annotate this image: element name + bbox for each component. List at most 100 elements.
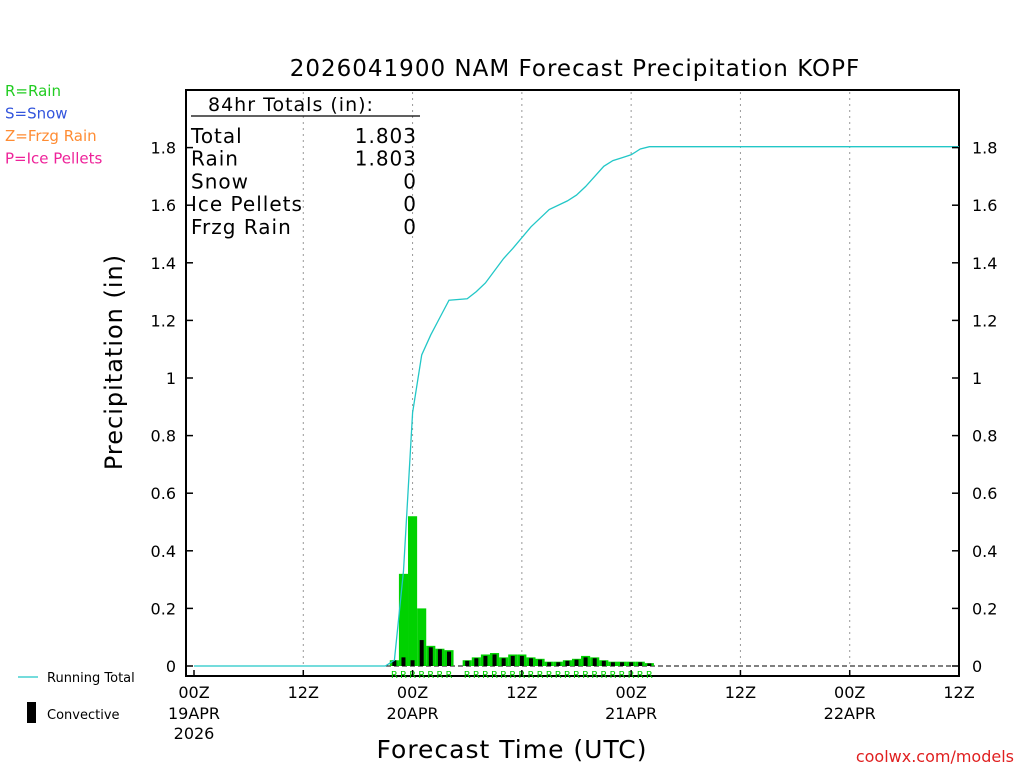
ptype-legend-item: S=Snow	[5, 105, 68, 123]
convective-bar	[556, 662, 561, 666]
y-axis-label: Precipitation (in)	[100, 254, 128, 470]
y-tick-label-right: 1.2	[972, 311, 997, 330]
ptype-mark: R	[446, 670, 453, 681]
y-tick-label-right: 0.4	[972, 542, 997, 561]
ptype-mark: R	[609, 670, 616, 681]
convective-swatch	[27, 702, 36, 723]
convective-bar	[547, 662, 552, 666]
totals-box: 84hr Totals (in): Total 1.803 Rain 1.803 Sno…	[190, 94, 420, 239]
convective-bar	[492, 654, 497, 666]
y-tick-label-right: 1.4	[972, 254, 997, 273]
ptype-mark: R	[464, 670, 471, 681]
convective-bar	[428, 647, 433, 666]
ptype-mark: R	[564, 670, 571, 681]
totals-row-label: Total	[190, 124, 243, 148]
ptype-mark: R	[591, 670, 598, 681]
convective-bar	[483, 655, 488, 666]
ptype-mark: R	[537, 670, 544, 681]
convective-bar	[465, 660, 470, 666]
totals-row-value: 0	[403, 215, 417, 239]
x-tick-date: 19APR	[168, 704, 220, 723]
y-tick-label-right: 0.6	[972, 484, 997, 503]
x-tick-label: 00Z	[397, 683, 428, 702]
totals-row-label: Ice Pellets	[191, 192, 303, 216]
totals-title: 84hr Totals (in):	[208, 94, 374, 116]
running-total-line	[194, 146, 959, 667]
convective-bar	[647, 663, 652, 666]
convective-bar	[610, 662, 615, 666]
ptype-mark: R	[436, 670, 443, 681]
convective-bar	[565, 660, 570, 666]
x-tick-label: 00Z	[178, 683, 209, 702]
y-tick-label-right: 1.6	[972, 196, 997, 215]
convective-bar	[392, 660, 397, 666]
y-tick-label-left: 0.8	[151, 427, 176, 446]
ptype-mark: R	[500, 670, 507, 681]
y-tick-label-left: 1	[166, 369, 176, 388]
x-axis-label: Forecast Time (UTC)	[377, 735, 648, 764]
ptype-mark: R	[573, 670, 580, 681]
convective-bar	[446, 651, 452, 666]
convective-bar	[574, 659, 579, 666]
y-tick-label-left: 0.2	[151, 599, 176, 618]
x-tick-label: 00Z	[834, 683, 865, 702]
convective-bar	[528, 658, 533, 666]
ptype-mark: R	[418, 670, 425, 681]
x-tick-label: 12Z	[288, 683, 319, 702]
convective-bar	[419, 640, 424, 666]
convective-bar	[601, 660, 606, 666]
running-total-legend-label: Running Total	[47, 671, 135, 686]
y-axis-ticks: 0 00.2 0.20.4 0.40.6 0.60.8 0.81 11.2 1.21.4 1.4…	[151, 139, 998, 676]
y-tick-label-right: 1	[972, 369, 982, 388]
convective-bar	[474, 658, 479, 666]
convective-bar	[538, 659, 543, 666]
totals-row-value: 0	[403, 169, 417, 193]
totals-row-label: Snow	[191, 169, 249, 193]
convective-legend-label: Convective	[47, 708, 120, 723]
ptype-mark: R	[473, 670, 480, 681]
convective-bar	[501, 658, 506, 666]
ptype-mark: R	[400, 670, 407, 681]
ptype-legend: R=Rain S=Snow Z=Frzg Rain P=Ice Pellets	[5, 82, 102, 168]
y-tick-label-left: 1.4	[151, 254, 176, 273]
ptype-mark: R	[527, 670, 534, 681]
x-tick-date: 22APR	[824, 704, 876, 723]
y-tick-label-left: 1.2	[151, 311, 176, 330]
totals-row-label: Rain	[191, 147, 239, 171]
credit-text: coolwx.com/models	[856, 747, 1014, 766]
precip-bar	[408, 516, 418, 666]
convective-bar	[401, 657, 406, 666]
totals-row-value: 1.803	[355, 147, 417, 171]
totals-row-value: 0	[403, 192, 417, 216]
ptype-mark: R	[546, 670, 553, 681]
y-tick-label-left: 0	[166, 657, 176, 676]
ptype-mark: R	[600, 670, 607, 681]
ptype-mark: R	[619, 670, 626, 681]
ptype-mark: R	[391, 670, 398, 681]
convective-bar	[629, 662, 634, 666]
convective-bar	[583, 657, 588, 666]
ptype-mark: R	[509, 670, 516, 681]
series-legend: Running Total Convective	[18, 671, 135, 723]
x-tick-date: 20APR	[387, 704, 439, 723]
y-tick-label-left: 1.8	[151, 139, 176, 158]
x-tick-label: 12Z	[943, 683, 974, 702]
totals-row-label: Frzg Rain	[191, 215, 292, 239]
ptype-mark: R	[491, 670, 498, 681]
ptype-mark: R	[427, 670, 434, 681]
convective-bar	[519, 655, 524, 666]
chart-title: 2026041900 NAM Forecast Precipitation KO…	[290, 56, 860, 82]
y-tick-label-left: 1.6	[151, 196, 176, 215]
x-tick-label: 00Z	[615, 683, 646, 702]
convective-bar	[510, 655, 515, 666]
x-tick-year: 2026	[174, 724, 215, 743]
x-tick-label: 12Z	[725, 683, 756, 702]
plot-frame	[185, 89, 960, 677]
ptype-legend-item: Z=Frzg Rain	[5, 127, 97, 145]
convective-bar	[638, 662, 643, 666]
ptype-mark: R	[582, 670, 589, 681]
vertical-grid	[302, 92, 851, 664]
precip-bar	[398, 573, 409, 666]
